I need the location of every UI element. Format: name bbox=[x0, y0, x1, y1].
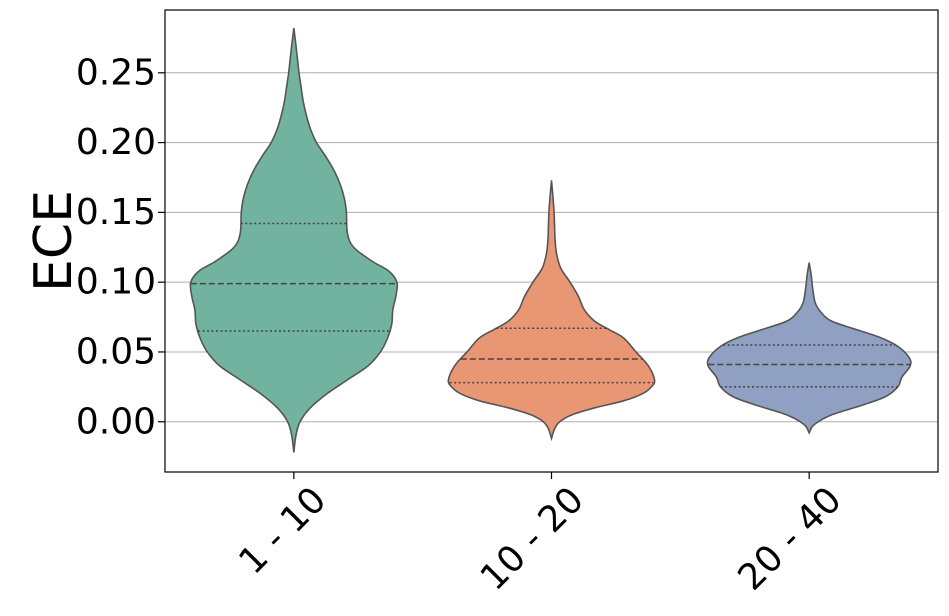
x-tick-label: 1 - 10 bbox=[231, 479, 334, 582]
violins bbox=[189, 28, 912, 453]
y-tick-label: 0.20 bbox=[76, 122, 156, 163]
violin-body bbox=[447, 180, 656, 442]
y-tick-label: 0.25 bbox=[76, 52, 156, 93]
y-axis: 0.00 0.05 0.10 0.15 0.20 0.25 bbox=[76, 52, 165, 442]
y-tick-label: 0.00 bbox=[76, 401, 156, 442]
y-tick-label: 0.15 bbox=[76, 192, 156, 233]
y-tick-label: 0.05 bbox=[76, 331, 156, 372]
violin-body bbox=[189, 28, 399, 453]
x-axis: 1 - 10 10 - 20 20 - 40 bbox=[231, 472, 850, 599]
x-tick-label: 10 - 20 bbox=[473, 479, 592, 598]
y-tick-label: 0.10 bbox=[76, 262, 156, 303]
x-tick-label: 20 - 40 bbox=[730, 479, 849, 598]
violin-body bbox=[706, 262, 912, 435]
y-axis-label: ECE bbox=[24, 190, 84, 292]
